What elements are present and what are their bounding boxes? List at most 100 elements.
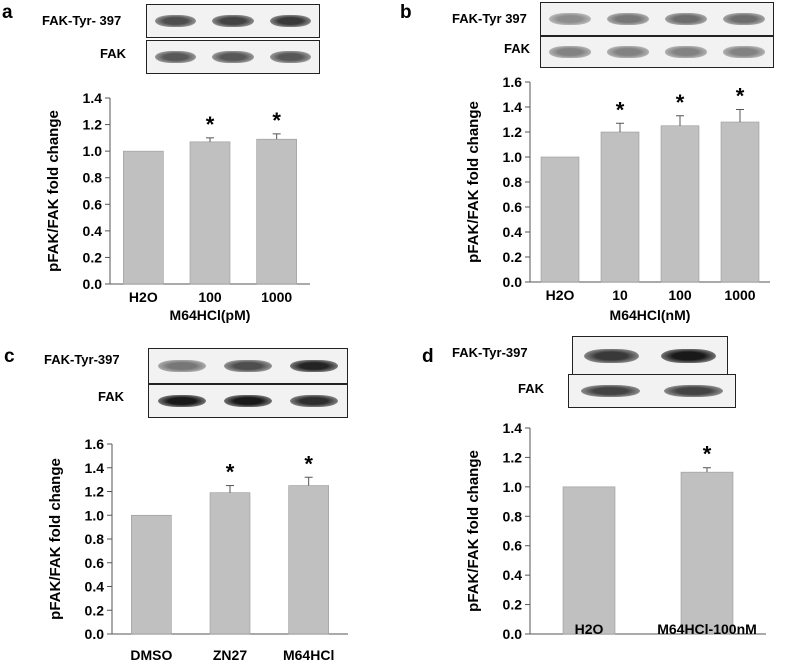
- bar: [288, 485, 329, 635]
- significance-marker: *: [272, 108, 281, 133]
- bar: [720, 121, 760, 283]
- blot-band: [607, 46, 649, 58]
- blot-band: [269, 14, 311, 28]
- y-tick-label: 0.8: [83, 170, 103, 186]
- blot-label: FAK-Tyr-397: [44, 352, 120, 367]
- y-axis-label: pFAK/FAK fold change: [465, 450, 482, 612]
- y-tick-label: 1.2: [83, 117, 103, 133]
- blot-label: FAK-Tyr 397: [452, 11, 527, 26]
- blot-label: FAK: [518, 381, 544, 396]
- blot-band: [660, 348, 717, 364]
- y-tick-label: 1.2: [85, 484, 105, 500]
- bar: [131, 514, 172, 635]
- blot-label: FAK-Tyr- 397: [42, 13, 122, 28]
- y-tick-label: 0.2: [503, 597, 523, 613]
- x-category-label: DMSO: [130, 647, 172, 663]
- bar-chart: 0.0 0.2 0.4 0.6 0.8 1.0 1.2 1.4 1.6 pFAK/FAK fold…: [47, 436, 348, 663]
- y-tick-label: 0.8: [503, 508, 523, 524]
- blot-image: [148, 384, 348, 418]
- x-category-label: H2O: [129, 289, 158, 305]
- bar: [680, 471, 734, 635]
- bar-chart: 0.0 0.2 0.4 0.6 0.8 1.0 1.2 1.4 1.6 pFAK/FAK fold…: [465, 74, 770, 323]
- y-tick-label: 1.4: [503, 420, 523, 436]
- bar: [660, 125, 700, 283]
- y-tick-label: 0.6: [503, 538, 523, 554]
- bar-chart: 0.0 0.2 0.4 0.6 0.8 1.0 1.2 1.4 pFAK/FAK fold ch…: [465, 420, 766, 642]
- blot-label: FAK: [100, 46, 126, 61]
- bar: [256, 138, 297, 285]
- bar: [600, 131, 640, 283]
- y-tick-label: 0.2: [83, 249, 103, 265]
- x-category-label: H2O: [546, 287, 575, 303]
- blot-label: FAK-Tyr-397: [452, 345, 528, 360]
- y-tick-label: 1.0: [83, 143, 103, 159]
- bar: [562, 486, 616, 635]
- blot-band: [224, 394, 272, 408]
- y-axis-label: pFAK/FAK fold change: [47, 458, 64, 620]
- blot-band: [290, 359, 338, 373]
- y-tick-label: 1.0: [503, 479, 523, 495]
- y-tick-label: 1.4: [85, 460, 105, 476]
- blot-band: [549, 12, 591, 26]
- y-tick-label: 0.0: [83, 276, 103, 292]
- blot-band: [224, 359, 272, 373]
- y-tick-label: 0.4: [503, 567, 523, 583]
- y-tick-label: 1.6: [85, 436, 105, 452]
- y-tick-label: 1.6: [503, 74, 523, 90]
- blot-band: [158, 359, 206, 373]
- y-tick-label: 0.6: [503, 199, 523, 215]
- y-tick-label: 1.2: [503, 124, 523, 140]
- significance-marker: *: [703, 442, 712, 467]
- blot-band: [665, 46, 707, 58]
- blot-band: [549, 46, 591, 58]
- blot-band: [583, 348, 640, 364]
- bar: [189, 141, 231, 285]
- x-category-label: ZN27: [213, 647, 247, 663]
- blot-band: [158, 394, 206, 408]
- y-tick-label: 0.6: [85, 555, 105, 571]
- panel-letter: a: [2, 2, 13, 23]
- blot-image: [146, 40, 320, 74]
- blot-band: [665, 12, 707, 26]
- blot-image: [540, 36, 774, 68]
- y-tick-label: 1.4: [83, 90, 103, 106]
- blot-band: [723, 12, 765, 26]
- y-tick-label: 0.0: [85, 626, 105, 642]
- bar-chart: 0.0 0.2 0.4 0.6 0.8 1.0 1.2 1.4 pFAK/FAK fold ch…: [45, 90, 310, 323]
- bar: [123, 150, 164, 285]
- blot-image: [146, 4, 320, 38]
- blot-image: [572, 336, 728, 376]
- panel-letter: d: [422, 346, 434, 367]
- y-tick-label: 0.2: [85, 602, 105, 618]
- x-axis-label: M64HCl(pM): [170, 307, 251, 323]
- y-tick-label: 1.2: [503, 449, 523, 465]
- y-tick-label: 1.0: [503, 149, 523, 165]
- significance-marker: *: [676, 90, 685, 115]
- y-tick-label: 0.4: [503, 224, 523, 240]
- y-tick-label: 0.8: [503, 174, 523, 190]
- blot-image: [148, 348, 348, 384]
- significance-marker: *: [616, 97, 625, 122]
- y-tick-label: 0.0: [503, 274, 523, 290]
- blot-band: [155, 14, 197, 28]
- x-category-label: M64HCl: [283, 647, 334, 663]
- significance-marker: *: [226, 460, 235, 485]
- panel-letter: b: [400, 2, 412, 23]
- blot-band: [212, 50, 254, 64]
- significance-marker: *: [206, 112, 215, 137]
- significance-marker: *: [304, 451, 313, 476]
- blot-image: [540, 2, 774, 36]
- bar: [540, 156, 580, 283]
- y-tick-label: 0.8: [85, 531, 105, 547]
- blot-band: [607, 12, 649, 26]
- x-category-label: M64HCl-100nM: [657, 621, 757, 637]
- significance-marker: *: [736, 84, 745, 109]
- y-tick-label: 1.0: [85, 507, 105, 523]
- y-tick-label: 0.0: [503, 626, 523, 642]
- y-tick-label: 0.6: [83, 196, 103, 212]
- x-category-label: 1000: [724, 287, 755, 303]
- y-tick-label: 0.4: [83, 223, 103, 239]
- panel-letter: c: [4, 346, 15, 367]
- blot-label: FAK: [504, 41, 530, 56]
- blot-band: [155, 50, 197, 64]
